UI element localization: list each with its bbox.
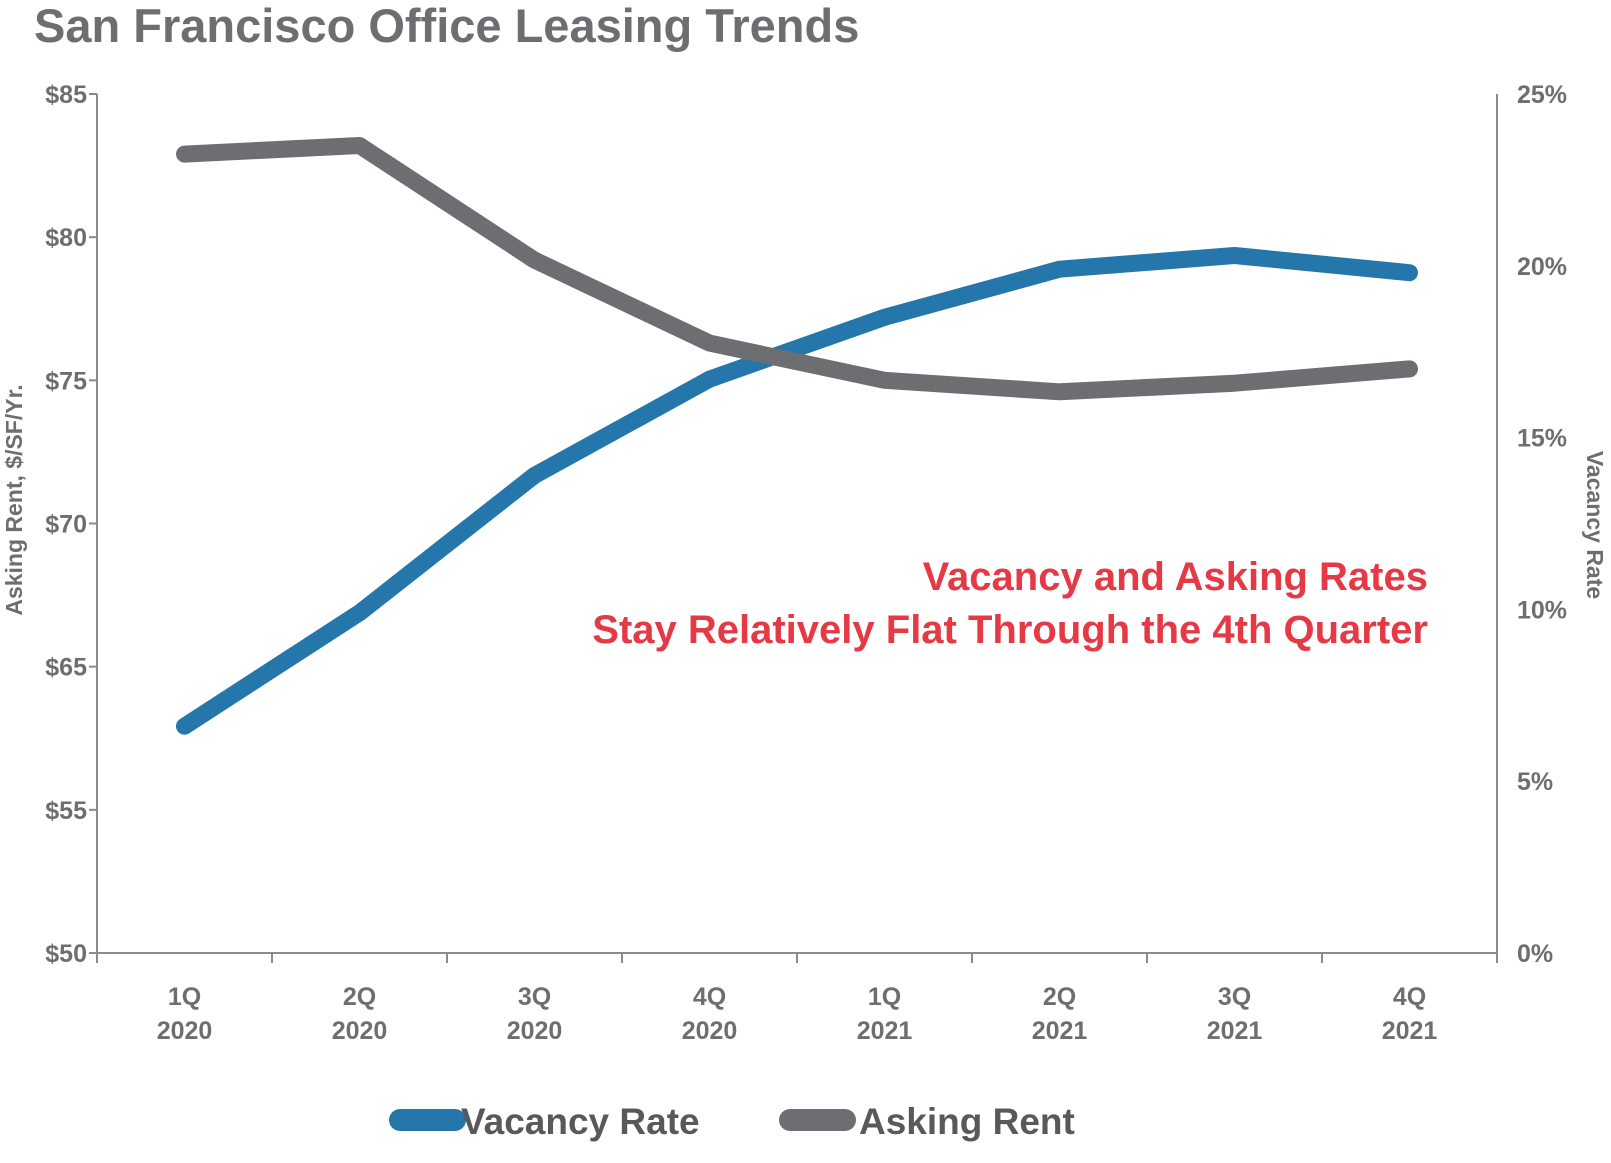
- series-line-asking-rent: [176, 137, 1418, 401]
- x-tick-label-year: 2020: [332, 1017, 388, 1045]
- series-lines: [176, 137, 1418, 735]
- right-axis-label: Vacancy Rate: [1582, 451, 1608, 599]
- x-tick-label-quarter: 4Q: [693, 983, 726, 1011]
- chart-title: San Francisco Office Leasing Trends: [34, 0, 859, 52]
- right-tick-label: 5%: [1517, 768, 1553, 796]
- legend-label-asking: Asking Rent: [859, 1101, 1075, 1142]
- x-tick-label-year: 2020: [157, 1017, 213, 1045]
- x-tick-label-quarter: 2Q: [1043, 983, 1076, 1011]
- x-tick-label-quarter: 1Q: [168, 983, 201, 1011]
- legend-label-vacancy: Vacancy Rate: [461, 1101, 700, 1142]
- x-tick-label-year: 2021: [1207, 1017, 1263, 1045]
- left-tick-label: $50: [45, 940, 87, 968]
- x-tick-label-year: 2021: [857, 1017, 913, 1045]
- annotation-line-1: Vacancy and Asking Rates: [923, 555, 1428, 599]
- right-tick-label: 10%: [1517, 596, 1567, 624]
- x-tick-label-quarter: 4Q: [1393, 983, 1426, 1011]
- right-tick-label: 20%: [1517, 253, 1567, 281]
- x-tick-label-year: 2020: [682, 1017, 738, 1045]
- x-tick-label-quarter: 3Q: [518, 983, 551, 1011]
- left-tick-label: $75: [45, 367, 87, 395]
- left-axis-label: Asking Rent, $/SF/Yr.: [1, 384, 27, 615]
- x-tick-label-year: 2021: [1382, 1017, 1438, 1045]
- left-tick-label: $65: [45, 654, 87, 682]
- left-tick-label: $70: [45, 511, 87, 539]
- axes: $50 $55 $65 $70 $75 $80 $85 0% 5% 10% 15% 20% 25% 1Q 2…: [45, 81, 1567, 1045]
- annotation-line-2: Stay Relatively Flat Through the 4th Qua…: [592, 608, 1428, 652]
- x-tick-label-year: 2020: [507, 1017, 563, 1045]
- right-tick-label: 15%: [1517, 425, 1567, 453]
- right-tick-label: 0%: [1517, 940, 1553, 968]
- x-tick-label-quarter: 2Q: [343, 983, 376, 1011]
- left-tick-label: $80: [45, 224, 87, 252]
- left-tick-label: $85: [45, 81, 87, 109]
- legend: Vacancy Rate Asking Rent: [389, 1101, 1075, 1142]
- series-line-vacancy-rate: [176, 247, 1418, 735]
- x-tick-label-year: 2021: [1032, 1017, 1088, 1045]
- left-tick-label: $55: [45, 797, 87, 825]
- right-tick-label: 25%: [1517, 81, 1567, 109]
- x-tick-label-quarter: 3Q: [1218, 983, 1251, 1011]
- x-tick-label-quarter: 1Q: [868, 983, 901, 1011]
